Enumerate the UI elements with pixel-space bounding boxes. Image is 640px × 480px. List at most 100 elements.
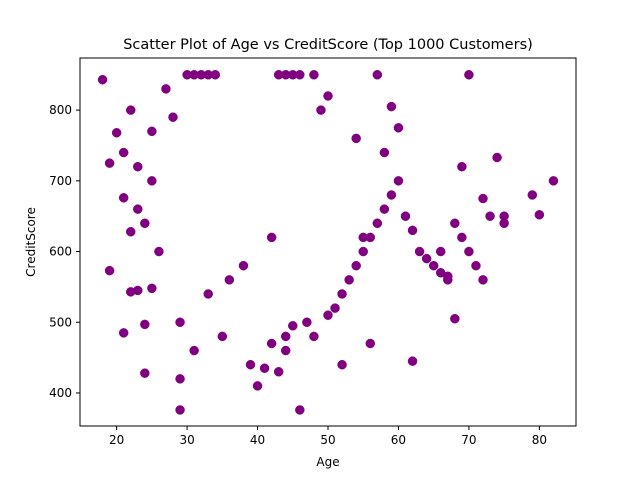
y-axis-label: CreditScore [24,207,38,277]
y-tick-label: 700 [49,174,72,188]
data-point [351,133,361,144]
data-point [478,193,488,204]
y-tick-label: 800 [49,103,72,117]
data-point [238,260,249,271]
data-point [393,123,404,133]
data-point [365,232,376,243]
data-point [316,105,326,115]
data-point [464,246,474,257]
data-point [161,84,171,94]
data-point [414,246,425,257]
y-tick-label: 500 [49,315,72,329]
data-point [464,70,474,80]
data-point [358,246,368,257]
data-point [224,275,235,285]
data-point [266,232,277,243]
data-point [259,363,270,373]
data-point [280,345,291,356]
data-point [372,70,383,80]
data-point [309,70,319,80]
data-point [280,331,291,342]
data-point [147,176,157,186]
data-point [288,321,298,331]
data-point [118,147,129,158]
data-point [147,283,157,294]
data-point [104,158,115,168]
plot-area [79,57,577,427]
data-point [189,345,199,356]
x-tick-label: 40 [250,433,265,447]
data-point [499,218,509,229]
data-point [168,112,178,122]
data-point [379,147,390,158]
data-point [527,190,538,200]
data-point [104,265,115,276]
data-point [97,74,108,85]
data-point [118,328,129,338]
data-point [407,225,418,236]
data-point [450,218,460,229]
data-point [245,359,256,370]
data-point [125,105,136,115]
data-point [266,338,277,349]
data-point [147,126,157,137]
data-point [386,190,397,200]
data-point [140,368,150,378]
data-point [133,285,143,296]
data-point [379,204,390,214]
data-point [548,176,559,186]
data-point [337,359,347,370]
data-point [133,161,143,172]
x-tick-label: 20 [109,433,124,447]
data-point [386,101,397,112]
data-point [323,310,333,320]
y-tick-label: 400 [49,386,72,400]
data-point [133,204,143,214]
data-point [443,275,453,285]
data-point [471,260,481,271]
data-point [534,210,545,220]
data-point [457,232,467,243]
data-point [210,70,221,80]
data-point [323,91,333,101]
data-point [428,260,439,271]
data-points [97,70,559,415]
data-point [140,319,150,330]
data-point [273,367,284,377]
data-point [203,289,213,299]
data-point [309,331,319,342]
data-point [111,128,122,138]
data-point [295,405,305,415]
x-tick-label: 80 [532,433,547,447]
chart-title: Scatter Plot of Age vs CreditScore (Top … [123,37,533,53]
data-point [421,253,432,264]
data-point [252,381,263,391]
x-tick-label: 50 [320,433,335,447]
y-axis-ticks: 400 500 600 700 800 [49,103,80,400]
data-point [302,317,312,328]
data-point [217,331,228,342]
data-point [118,193,129,203]
data-point [450,313,460,324]
data-point [351,260,361,271]
data-point [485,211,495,221]
data-point [393,176,404,186]
x-tick-label: 70 [461,433,476,447]
data-point [140,218,150,229]
data-point [407,356,418,366]
data-point [365,338,376,349]
x-axis-label: Age [316,455,339,469]
data-point [175,374,185,384]
data-point [372,218,383,229]
data-point [478,275,488,285]
y-tick-label: 600 [49,245,72,259]
data-point [492,152,502,163]
data-point [175,405,185,415]
data-point [435,246,446,257]
x-tick-label: 30 [179,433,194,447]
data-point [295,70,305,80]
data-point [400,211,411,221]
x-tick-label: 60 [391,433,406,447]
data-point [457,161,467,172]
